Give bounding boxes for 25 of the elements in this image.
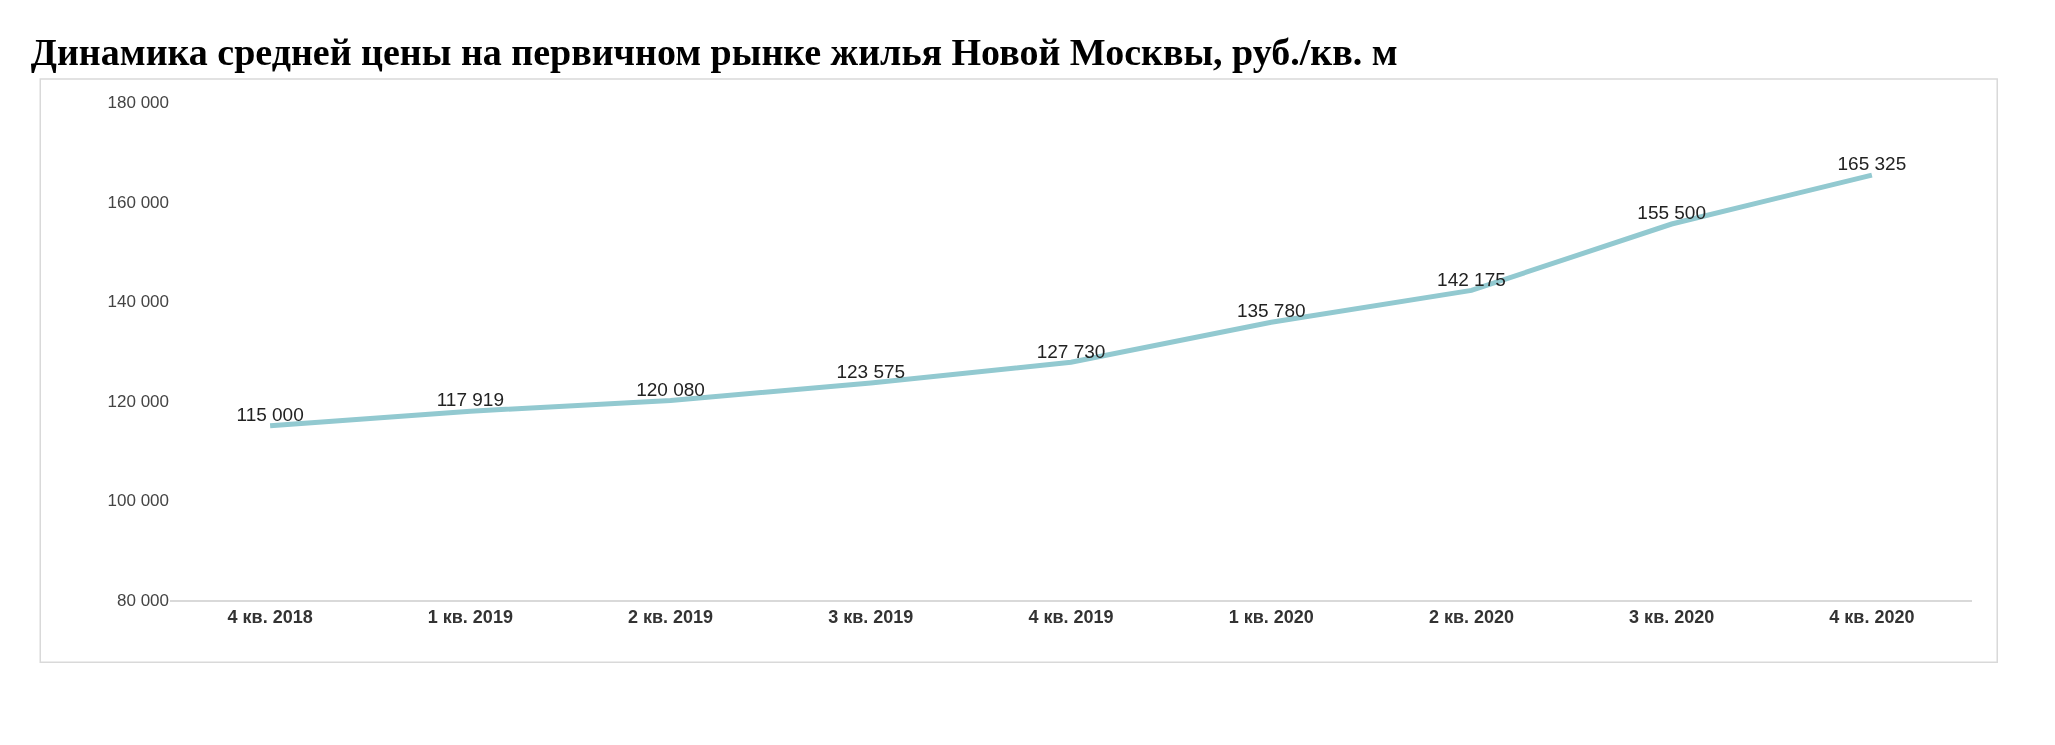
x-tick-label: 4 кв. 2018 (227, 607, 313, 628)
y-tick-label: 160 000 (107, 192, 169, 212)
chart-title: Динамика средней цены на первичном рынке жилья Новой Москвы, руб./кв. м (30, 30, 1398, 73)
x-tick-label: 4 кв. 2019 (1028, 607, 1114, 628)
x-tick-label: 3 кв. 2019 (828, 607, 914, 628)
data-label: 117 919 (436, 389, 504, 411)
x-tick-label: 4 кв. 2020 (1829, 607, 1915, 628)
data-label: 155 500 (1637, 202, 1707, 224)
x-tick-label: 1 кв. 2020 (1228, 607, 1314, 628)
data-label: 123 575 (836, 361, 906, 383)
y-tick-label: 120 000 (107, 391, 169, 411)
x-tick-label: 2 кв. 2020 (1428, 607, 1515, 628)
x-tick-label: 3 кв. 2020 (1629, 607, 1715, 628)
data-label: 165 325 (1837, 153, 1907, 175)
data-label: 135 780 (1236, 300, 1306, 322)
data-label: 120 080 (636, 378, 705, 400)
y-tick-label: 100 000 (107, 491, 169, 511)
data-label: 115 000 (236, 403, 304, 425)
y-tick-label: 180 000 (107, 92, 169, 112)
data-label: 142 175 (1437, 268, 1506, 290)
y-tick-label: 80 000 (117, 590, 169, 610)
data-label: 127 730 (1036, 340, 1106, 362)
x-tick-label: 1 кв. 2019 (427, 607, 513, 628)
x-tick-label: 2 кв. 2019 (627, 607, 714, 628)
y-tick-label: 140 000 (107, 292, 169, 312)
